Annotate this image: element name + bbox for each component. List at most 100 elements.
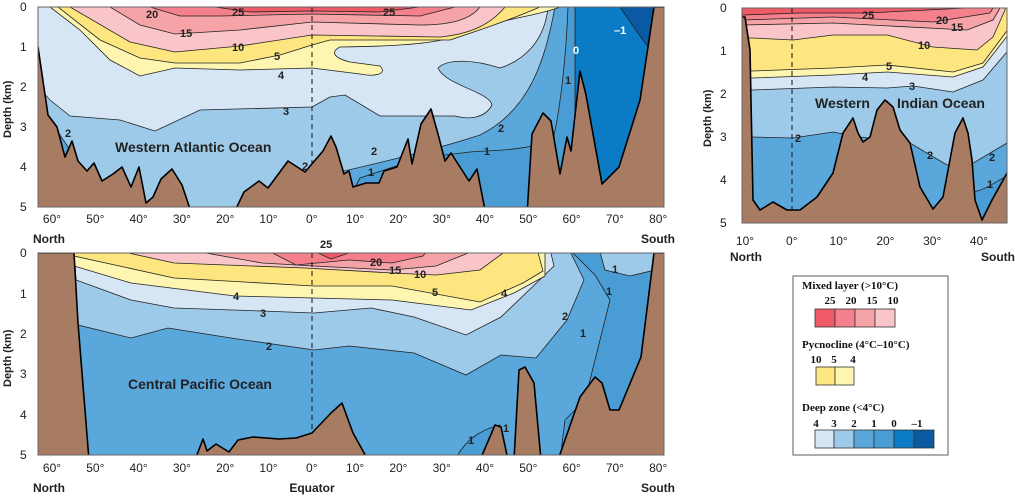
zone-2-1-upper — [599, 253, 656, 277]
contour-label: 2 — [795, 133, 801, 145]
zone-above-25 — [317, 253, 350, 260]
legend-swatch-deep-3-2 — [833, 429, 855, 449]
indian-title-right: Indian Ocean — [897, 95, 985, 111]
legend-swatch-15 — [854, 308, 876, 328]
contour-label: 25 — [383, 7, 395, 19]
latitude-tick: 70° — [606, 461, 624, 475]
zone-25-20 — [271, 253, 426, 266]
latitude-tick: 0° — [306, 212, 318, 226]
contour-label: 4 — [233, 291, 240, 303]
latitude-tick: 0° — [786, 234, 798, 248]
depth-tick: 4 — [20, 160, 27, 174]
legend-mixed-title: Mixed layer (>10°C) — [802, 280, 898, 292]
atlantic-title: Western Atlantic Ocean — [115, 139, 271, 155]
latitude-tick: 40° — [476, 461, 494, 475]
contour-label: 2 — [266, 341, 272, 353]
contour-label: 5 — [432, 287, 438, 299]
seafloor-mid-atlantic-ridge — [235, 108, 486, 207]
legend-value: 0 — [891, 418, 897, 430]
legend-pycnocline-title: Pycnocline (4°C–10°C) — [802, 339, 910, 351]
contour-label: 3 — [260, 308, 266, 320]
depth-tick: 3 — [720, 130, 727, 144]
contour-label: 25 — [862, 10, 874, 22]
contour-label: 15 — [951, 22, 963, 34]
north-label: North — [33, 232, 65, 246]
legend-value: 20 — [846, 295, 858, 307]
latitude-tick: 30° — [433, 212, 451, 226]
legend-value: 1 — [871, 418, 877, 430]
latitude-tick: 60° — [43, 212, 61, 226]
latitude-tick: 60° — [43, 461, 61, 475]
contour-label: 1 — [468, 435, 474, 447]
seafloor — [742, 16, 1007, 223]
contour-label: 25 — [320, 239, 332, 251]
contour-label: 15 — [389, 265, 401, 277]
latitude-tick: 50° — [519, 461, 537, 475]
legend-value: 25 — [825, 295, 837, 307]
south-label: South — [641, 481, 675, 495]
legend-swatch-pyc-10-5 — [815, 366, 836, 386]
contour-label: 4 — [501, 288, 508, 300]
atlantic-section — [38, 7, 664, 207]
depth-tick: 0 — [20, 0, 27, 14]
legend-value: 10 — [811, 354, 823, 366]
latitude-tick: 20° — [876, 234, 894, 248]
latitude-tick: 80° — [649, 212, 667, 226]
north-label: North — [33, 481, 65, 495]
indian-title-left: Western — [815, 95, 870, 111]
latitude-tick: 10° — [259, 461, 277, 475]
contour-label: 20 — [370, 257, 382, 269]
contour-label: 2 — [65, 128, 71, 140]
seafloor-south — [558, 253, 664, 455]
depth-axis-label: Depth (km) — [702, 89, 714, 147]
legend-swatch-deep-2-1 — [853, 429, 875, 449]
contour-label: 10 — [232, 42, 244, 54]
zone-above-25 — [742, 8, 968, 16]
pacific-contour-labels: 25 20 15 10 5 4 4 3 2 2 1 1 1 1 1 — [233, 239, 618, 447]
seafloor-north — [38, 46, 191, 207]
contour-label: 3 — [283, 106, 289, 118]
contour-label: 3 — [909, 81, 915, 93]
legend-deep-title: Deep zone (<4°C) — [802, 402, 884, 414]
contour-label: 25 — [232, 7, 244, 19]
legend-swatch-10 — [874, 308, 896, 328]
latitude-tick: 30° — [923, 234, 941, 248]
seafloor-north — [38, 253, 90, 455]
legend-swatch-pyc-5-4 — [834, 366, 855, 386]
latitude-tick: 60° — [563, 461, 581, 475]
latitude-tick: 20° — [216, 461, 234, 475]
latitude-tick: 10° — [346, 461, 364, 475]
contour-label: 2 — [498, 123, 504, 135]
legend-value: 3 — [831, 418, 837, 430]
latitude-tick: 20° — [389, 212, 407, 226]
depth-tick: 5 — [720, 216, 727, 230]
legend-value: 2 — [851, 418, 857, 430]
contour-label: 1 — [565, 75, 571, 87]
south-label: South — [641, 232, 675, 246]
latitude-tick: 20° — [216, 212, 234, 226]
legend-value: –1 — [911, 418, 923, 430]
zone-above-25 — [214, 7, 421, 13]
latitude-tick: 50° — [86, 212, 104, 226]
indian-y-axis: 0 1 2 3 4 5 Depth (km) — [702, 1, 727, 230]
seafloor-ridge-small — [481, 424, 508, 455]
latitude-tick: 20° — [389, 461, 407, 475]
pacific-x-axis: 60° 50° 40° 30° 20° 10° 0° 10° 20° 30° 40° 50° 60° 70… — [43, 461, 668, 475]
depth-axis-label: Depth (km) — [2, 80, 14, 138]
equator-label: Equator — [289, 481, 335, 495]
indian-x-axis: 10° 0° 10° 20° 30° 40° — [736, 234, 988, 248]
legend-value: 15 — [867, 295, 879, 307]
contour-label: 20 — [146, 9, 158, 21]
contour-label: 5 — [274, 51, 280, 63]
latitude-tick: 10° — [346, 212, 364, 226]
legend-value: 4 — [813, 418, 819, 430]
contour-label: 20 — [936, 15, 948, 27]
atlantic-x-axis: 60° 50° 40° 30° 20° 10° 0° 10° 20° 30° 40° 50° 60° 70… — [43, 212, 668, 226]
latitude-tick: 10° — [830, 234, 848, 248]
contour-label: 2 — [371, 146, 377, 158]
contour-label: 4 — [862, 72, 869, 84]
depth-tick: 3 — [20, 367, 27, 381]
contour-label: 1 — [606, 286, 612, 298]
latitude-tick: 30° — [173, 212, 191, 226]
indian-frame — [741, 7, 1008, 224]
